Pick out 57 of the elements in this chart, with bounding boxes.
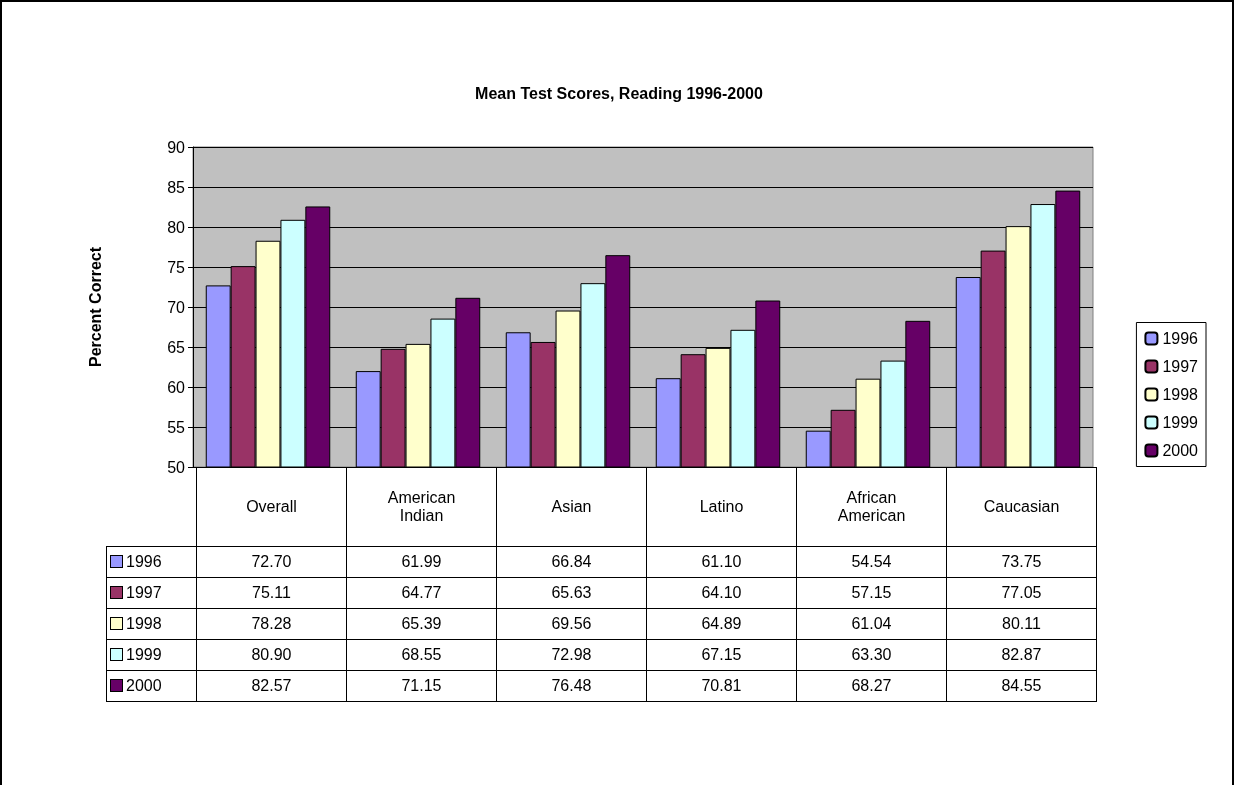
legend-label: 1999 [1162, 414, 1199, 431]
data-label: 72.70 [196, 546, 347, 578]
data-label: 82.57 [196, 670, 347, 702]
data-label: 82.87 [946, 639, 1097, 671]
y-tick-label: 75 [167, 258, 186, 276]
legend-label: 1998 [1162, 386, 1199, 403]
data-label: 80.90 [196, 639, 347, 671]
data-label: 70.81 [646, 670, 797, 702]
y-tick-label: 85 [167, 178, 186, 196]
text: 1997 [1162, 358, 1198, 375]
data-label: 61.04 [796, 608, 947, 640]
data-label: 63.30 [796, 639, 947, 671]
legend-label: 1996 [106, 546, 197, 578]
x-tick-label: Latino [698, 498, 745, 516]
x-tick-label: American Indian [386, 489, 457, 525]
y-axis-title: Percent Correct [86, 246, 104, 368]
legend-label: 1997 [106, 577, 197, 609]
text: 2000 [126, 677, 162, 694]
text: 1996 [1162, 330, 1198, 347]
x-tick-label: Overall [245, 498, 298, 516]
y-tick-label: 65 [167, 338, 186, 356]
data-label: 71.15 [346, 670, 497, 702]
data-label: 76.48 [496, 670, 647, 702]
x-tick-label: Caucasian [982, 498, 1061, 516]
data-label: 67.15 [646, 639, 797, 671]
y-tick-label: 55 [167, 418, 186, 436]
y-tick-label: 50 [167, 458, 186, 476]
chart-title: Mean Test Scores, Reading 1996-2000 [475, 84, 764, 102]
data-label: 61.10 [646, 546, 797, 578]
data-label: 68.27 [796, 670, 947, 702]
y-tick-label: 80 [167, 218, 186, 236]
data-label: 72.98 [496, 639, 647, 671]
data-label: 84.55 [946, 670, 1097, 702]
data-label: 65.39 [346, 608, 497, 640]
data-label: 73.75 [946, 546, 1097, 578]
data-label: 80.11 [946, 608, 1097, 640]
data-label: 66.84 [496, 546, 647, 578]
y-tick-label: 70 [167, 298, 186, 316]
data-label: 61.99 [346, 546, 497, 578]
text: 1999 [126, 646, 162, 663]
data-label: 64.89 [646, 608, 797, 640]
data-label: 64.10 [646, 577, 797, 609]
x-tick-label: African American [836, 489, 907, 525]
x-tick-label: Asian [550, 498, 593, 516]
y-tick-label: 60 [167, 378, 186, 396]
text: 1998 [126, 615, 162, 632]
legend-label: 2000 [1162, 442, 1199, 459]
data-label: 57.15 [796, 577, 947, 609]
y-tick-label: 90 [167, 138, 186, 156]
data-label: 65.63 [496, 577, 647, 609]
data-label: 75.11 [196, 577, 347, 609]
data-label: 69.56 [496, 608, 647, 640]
data-label: 54.54 [796, 546, 947, 578]
data-label: 78.28 [196, 608, 347, 640]
data-label: 77.05 [946, 577, 1097, 609]
data-label: 64.77 [346, 577, 497, 609]
data-label: 68.55 [346, 639, 497, 671]
